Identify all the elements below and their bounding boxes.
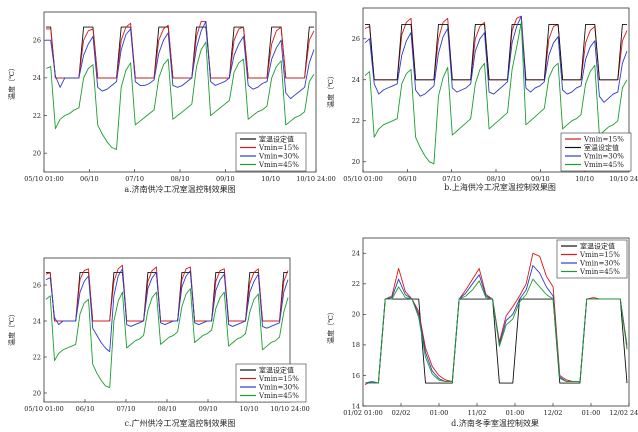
chart-d-ylabel: 温度（℃）: [326, 308, 335, 344]
chart-b-xtick-label: 09/10: [531, 175, 550, 183]
chart-c-xtick-label: 05/10 01:00: [24, 405, 64, 413]
chart-d-xtick-label: 01/02 01:00: [343, 409, 383, 417]
chart-a-xtick-label: 07/10: [125, 175, 144, 183]
chart-d-title: d.济南冬季室温控制效果: [451, 418, 539, 428]
chart-b-legend-label: Vmin=45%: [583, 161, 624, 169]
chart-d-xtick-label: 11/02: [468, 409, 487, 417]
chart-d-xtick-label: 12/02 24:00: [609, 409, 638, 417]
chart-b-xtick-label: 06/10: [398, 175, 417, 183]
chart-c-xtick-label: 10/10: [240, 405, 259, 413]
chart-d-legend-label: 室温设定值: [580, 241, 615, 250]
chart-b-ytick-label: 26: [352, 35, 360, 43]
chart-a-xtick-label: 10/10 24:00: [296, 175, 336, 183]
chart-c-xtick-label: 06/10: [76, 405, 95, 413]
chart-b-series-line: [365, 23, 627, 81]
chart-a-series-line: [46, 20, 315, 79]
chart-c-xtick-label: 08/10: [158, 405, 177, 413]
chart-c-ytick-label: 20: [33, 389, 41, 397]
chart-b-legend-label: Vmin=15%: [583, 135, 624, 143]
chart-b-ytick-label: 22: [352, 117, 360, 125]
chart-a-title: a.济南供冷工况室温控制效果图: [124, 184, 235, 194]
chart-c: c.广州供冷工况室温控制效果图 温度（℃） 20 22 24 26 05/10 01:0…: [7, 257, 310, 428]
chart-d-xtick-label: 01:00: [430, 409, 449, 417]
chart-a: a.济南供冷工况室温控制效果图 温度（℃） 20 22 24 26 05/10 01:0…: [7, 11, 336, 194]
chart-a-ytick-label: 20: [33, 149, 41, 157]
chart-b-legend-label: 室温设定值: [584, 143, 619, 152]
chart-a-series-line: [45, 41, 315, 150]
chart-c-legend-label: Vmin=45%: [258, 392, 299, 400]
chart-c-xtick-label: 07/10: [117, 405, 136, 413]
chart-d-xtick-label: 01:00: [506, 409, 525, 417]
chart-d-series-line: [365, 298, 628, 384]
chart-c-legend-label: 室温设定值: [259, 365, 294, 374]
chart-c-ylabel: 温度（℃）: [7, 310, 16, 346]
chart-c-series-line: [45, 268, 289, 353]
chart-d: d.济南冬季室温控制效果 温度（℃） 14 16 18 20 22 24 01/02 01:…: [326, 237, 638, 428]
chart-a-xtick-label: 08/10: [171, 175, 190, 183]
chart-c-ytick-label: 22: [33, 353, 41, 361]
chart-c-xtick-label: 09/10: [199, 405, 218, 413]
chart-c-xtick-label: 10/10 24:00: [270, 405, 310, 413]
chart-d-ytick-label: 22: [352, 280, 360, 288]
chart-a-legend-label: 室温设定值: [259, 134, 294, 143]
chart-d-plot-frame: [362, 237, 630, 407]
chart-d-ytick-label: 24: [352, 250, 360, 258]
chart-a-series-line: [46, 20, 315, 100]
chart-a-ylabel: 温度（℃）: [7, 64, 16, 100]
chart-b-ytick-label: 24: [352, 76, 360, 84]
chart-b-xtick-label: 08/10: [487, 175, 506, 183]
chart-a-legend-label: Vmin=15%: [258, 144, 299, 152]
chart-d-ytick-label: 14: [352, 402, 360, 410]
chart-d-xtick-label: 01:00: [582, 409, 601, 417]
chart-b-legend-label: Vmin=30%: [583, 152, 624, 160]
chart-d-ytick-label: 18: [352, 341, 360, 349]
chart-b-ylabel: 温度（℃）: [326, 72, 335, 108]
chart-a-xtick-label: 09/10: [216, 175, 235, 183]
chart-a-ytick-label: 26: [33, 37, 41, 45]
chart-d-legend-label: Vmin=30%: [579, 259, 620, 267]
chart-a-ytick-label: 24: [33, 74, 41, 82]
chart-a-xtick-label: 06/10: [80, 175, 99, 183]
chart-c-legend-label: Vmin=30%: [258, 383, 299, 391]
chart-d-legend-label: Vmin=45%: [579, 268, 620, 276]
chart-b-xtick-label: 10/10: [575, 175, 594, 183]
chart-b-xtick-label: 10/10 24:00: [609, 175, 638, 183]
chart-c-title: c.广州供冷工况室温控制效果图: [124, 418, 235, 428]
chart-d-ytick-label: 16: [352, 372, 360, 380]
chart-b-xtick-label: 07/10: [442, 175, 461, 183]
chart-b-series-line: [364, 15, 628, 103]
chart-b: b.上海供冷工况室温控制效果图 温度（℃） 20 22 24 26 05/10 01:0…: [326, 7, 638, 192]
chart-d-xtick-label: 12/02: [544, 409, 563, 417]
chart-c-legend-label: Vmin=15%: [258, 375, 299, 383]
chart-c-series-line: [45, 288, 289, 389]
chart-a-xtick-label: 10/10: [261, 175, 280, 183]
chart-c-ytick-label: 24: [33, 317, 41, 325]
chart-a-legend-label: Vmin=45%: [258, 161, 299, 169]
chart-a-legend-label: Vmin=30%: [258, 152, 299, 160]
chart-c-series-line: [45, 264, 289, 322]
chart-d-legend-label: Vmin=15%: [579, 251, 620, 259]
chart-c-series-line: [46, 271, 288, 322]
chart-d-ytick-label: 20: [352, 311, 360, 319]
chart-b-series-line: [364, 21, 628, 165]
chart-b-xtick-label: 05/10 01:00: [343, 175, 383, 183]
chart-a-ytick-label: 22: [33, 112, 41, 120]
chart-a-xtick-label: 05/10 01:00: [24, 175, 64, 183]
chart-c-ytick-label: 26: [33, 281, 41, 289]
chart-d-xtick-label: 02/02: [392, 409, 411, 417]
chart-b-title: b.上海供冷工况室温控制效果图: [444, 182, 556, 192]
chart-d-series-line: [365, 278, 628, 384]
chart-b-ytick-label: 20: [352, 158, 360, 166]
